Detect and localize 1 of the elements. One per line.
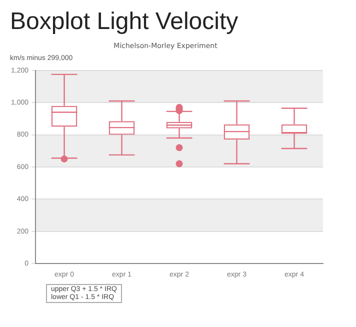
chart-title: Boxplot Light Velocity xyxy=(10,8,240,36)
